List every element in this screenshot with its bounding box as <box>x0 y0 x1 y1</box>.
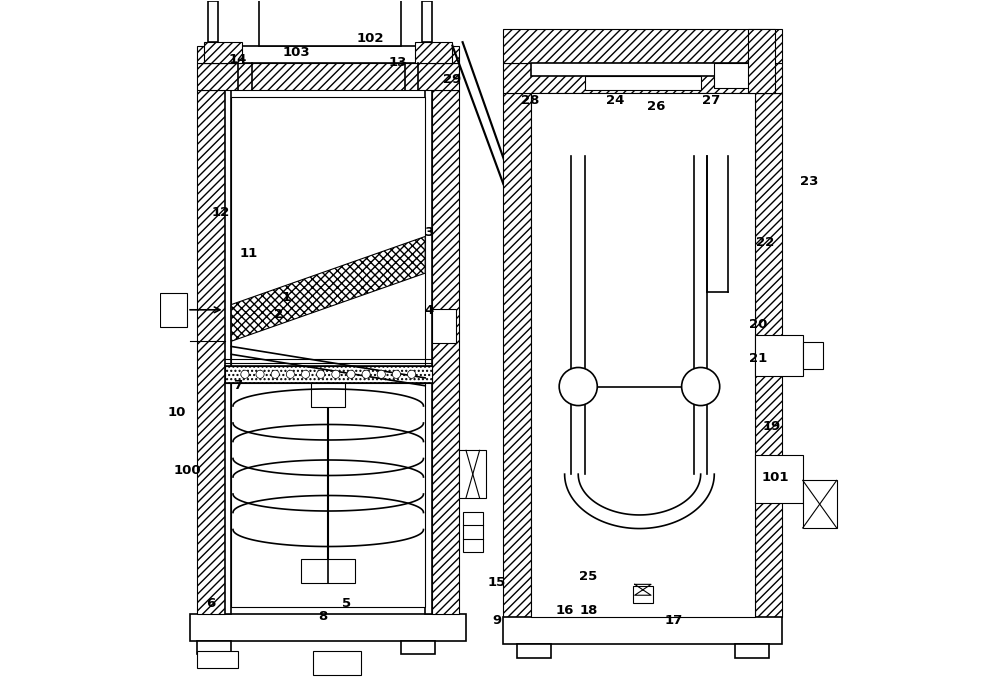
Text: 23: 23 <box>800 175 819 188</box>
Text: 18: 18 <box>579 604 598 617</box>
Circle shape <box>392 370 401 378</box>
Bar <box>755 455 803 503</box>
Bar <box>301 559 355 583</box>
Circle shape <box>559 367 597 406</box>
Bar <box>197 46 225 63</box>
Bar <box>633 587 653 603</box>
Text: 103: 103 <box>282 46 310 59</box>
Bar <box>225 366 432 383</box>
Bar <box>748 29 775 93</box>
Bar <box>463 512 483 553</box>
Bar <box>735 644 769 658</box>
Bar <box>803 480 837 528</box>
Circle shape <box>271 370 279 378</box>
Bar <box>503 63 782 93</box>
Bar <box>208 1 218 42</box>
Bar <box>197 90 225 613</box>
Circle shape <box>301 370 310 378</box>
Bar <box>531 93 755 617</box>
Bar <box>714 63 755 88</box>
Bar <box>313 651 361 675</box>
Text: 28: 28 <box>521 94 540 107</box>
Text: 10: 10 <box>168 406 186 419</box>
Circle shape <box>347 370 355 378</box>
Bar <box>190 613 466 641</box>
Polygon shape <box>231 236 425 342</box>
Bar <box>459 450 486 498</box>
Circle shape <box>286 370 294 378</box>
Circle shape <box>317 370 325 378</box>
Bar <box>531 63 755 76</box>
Text: 3: 3 <box>424 226 433 239</box>
Text: 19: 19 <box>763 420 781 433</box>
Text: 12: 12 <box>212 206 230 219</box>
Text: 6: 6 <box>206 597 216 610</box>
Text: 7: 7 <box>234 379 243 392</box>
Bar <box>432 46 459 63</box>
Bar <box>225 46 432 63</box>
Bar <box>231 96 425 607</box>
Text: 2: 2 <box>274 308 283 321</box>
Bar <box>755 335 803 376</box>
Bar <box>160 293 187 326</box>
Text: 8: 8 <box>319 611 328 624</box>
Bar <box>415 42 452 63</box>
Text: 9: 9 <box>492 614 501 627</box>
Bar <box>204 42 242 63</box>
Bar <box>517 644 551 658</box>
Circle shape <box>256 370 264 378</box>
Bar <box>432 309 456 342</box>
Circle shape <box>377 370 385 378</box>
Text: 5: 5 <box>342 597 352 610</box>
Bar <box>259 0 401 46</box>
Text: 11: 11 <box>239 247 257 260</box>
Text: 29: 29 <box>443 73 462 86</box>
Circle shape <box>407 370 416 378</box>
Text: 15: 15 <box>487 576 506 589</box>
Bar <box>401 641 435 654</box>
Text: 21: 21 <box>749 352 768 365</box>
Text: 102: 102 <box>357 32 385 45</box>
Text: 100: 100 <box>173 464 201 477</box>
Bar <box>425 90 432 613</box>
Bar <box>585 76 701 90</box>
Bar <box>422 1 432 42</box>
Circle shape <box>362 370 370 378</box>
Bar <box>503 29 782 63</box>
Circle shape <box>332 370 340 378</box>
Text: 101: 101 <box>762 471 789 484</box>
Text: 24: 24 <box>606 94 625 107</box>
Text: 27: 27 <box>702 94 720 107</box>
Text: 17: 17 <box>664 614 683 627</box>
Bar <box>803 342 823 369</box>
Bar <box>197 63 459 90</box>
Bar <box>755 93 782 617</box>
Bar <box>503 93 531 617</box>
Text: 13: 13 <box>389 56 407 69</box>
Text: 25: 25 <box>579 570 598 583</box>
Bar <box>225 90 231 613</box>
Circle shape <box>682 367 720 406</box>
Bar <box>197 641 231 654</box>
Text: 22: 22 <box>756 236 774 249</box>
Text: 4: 4 <box>424 305 433 318</box>
Text: 20: 20 <box>749 318 768 331</box>
Bar <box>503 617 782 644</box>
Text: 1: 1 <box>281 291 290 304</box>
Text: 16: 16 <box>555 604 574 617</box>
Circle shape <box>241 370 249 378</box>
Bar <box>432 90 459 613</box>
Text: 26: 26 <box>647 100 666 113</box>
Text: 14: 14 <box>229 53 247 66</box>
Bar <box>311 383 345 407</box>
Bar <box>197 651 238 668</box>
